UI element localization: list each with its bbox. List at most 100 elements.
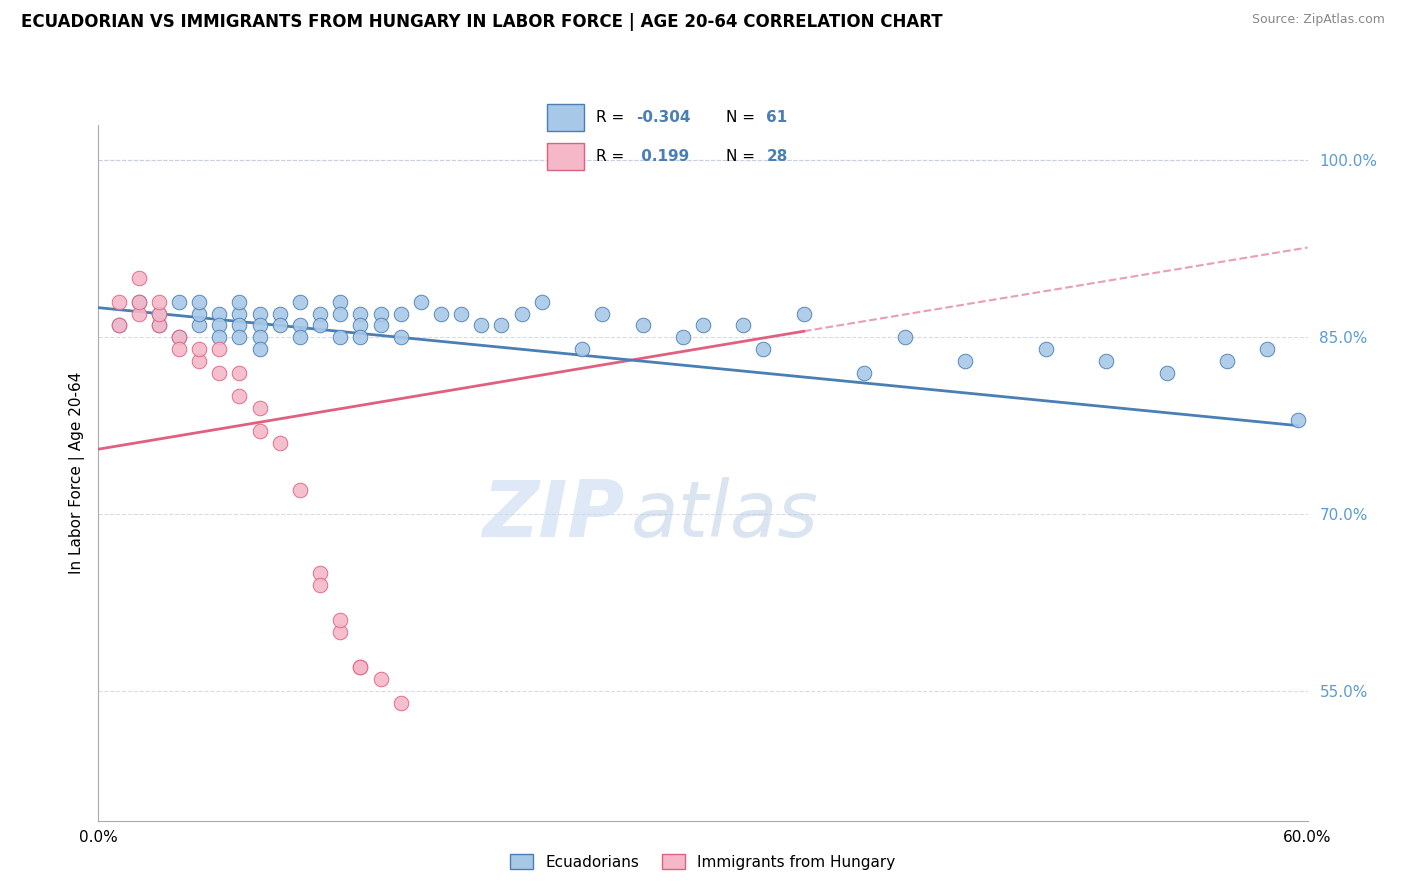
Point (370, 307, 392, 321)
Point (269, 318, 291, 333)
Text: 28: 28 (766, 149, 787, 164)
Point (349, 307, 371, 321)
Point (228, 294, 250, 309)
Point (370, 318, 392, 333)
Point (288, 330, 311, 344)
Point (167, 330, 190, 344)
Point (208, 342, 231, 356)
Text: R =: R = (596, 110, 630, 125)
Point (249, 330, 271, 344)
Point (450, 307, 472, 321)
Point (228, 318, 250, 333)
Point (953, 353, 976, 368)
Point (208, 307, 231, 321)
Point (793, 307, 815, 321)
Point (349, 318, 371, 333)
Text: R =: R = (596, 149, 630, 164)
Point (148, 307, 170, 321)
Point (329, 294, 352, 309)
Point (1035, 342, 1057, 356)
Point (269, 307, 291, 321)
Point (1156, 366, 1178, 380)
Point (288, 483, 311, 498)
Point (128, 294, 150, 309)
Point (1095, 353, 1118, 368)
Point (188, 353, 211, 368)
Point (571, 342, 593, 356)
Point (510, 307, 533, 321)
Text: N =: N = (725, 110, 759, 125)
Point (389, 307, 412, 321)
Point (148, 307, 170, 321)
Point (228, 330, 250, 344)
Text: ECUADORIAN VS IMMIGRANTS FROM HUNGARY IN LABOR FORCE | AGE 20-64 CORRELATION CHA: ECUADORIAN VS IMMIGRANTS FROM HUNGARY IN… (21, 13, 942, 31)
Point (329, 613, 352, 627)
Point (249, 318, 271, 333)
Point (853, 366, 876, 380)
Point (1286, 413, 1309, 427)
Point (167, 330, 190, 344)
Text: atlas: atlas (630, 476, 818, 552)
Point (188, 318, 211, 333)
Y-axis label: In Labor Force | Age 20-64: In Labor Force | Age 20-64 (69, 372, 84, 574)
Point (148, 318, 170, 333)
Point (309, 318, 332, 333)
Point (208, 330, 231, 344)
Point (389, 330, 412, 344)
Point (591, 307, 613, 321)
Point (167, 342, 190, 356)
Point (329, 330, 352, 344)
Point (228, 366, 250, 380)
Point (692, 318, 714, 333)
Point (167, 294, 190, 309)
Point (208, 366, 231, 380)
Point (1216, 353, 1239, 368)
Legend: Ecuadorians, Immigrants from Hungary: Ecuadorians, Immigrants from Hungary (505, 847, 901, 876)
Text: Source: ZipAtlas.com: Source: ZipAtlas.com (1251, 13, 1385, 27)
Point (128, 294, 150, 309)
Point (349, 330, 371, 344)
Point (1256, 342, 1278, 356)
Text: -0.304: -0.304 (637, 110, 690, 125)
Point (309, 578, 332, 592)
Point (309, 566, 332, 580)
Point (288, 318, 311, 333)
Point (188, 342, 211, 356)
Point (349, 660, 371, 674)
Point (249, 307, 271, 321)
Point (329, 307, 352, 321)
Point (128, 307, 150, 321)
Point (893, 330, 915, 344)
Point (107, 318, 129, 333)
Point (148, 318, 170, 333)
Bar (547, 103, 583, 131)
Point (349, 660, 371, 674)
Text: N =: N = (725, 149, 759, 164)
Point (631, 318, 654, 333)
Point (249, 401, 271, 415)
Point (107, 294, 129, 309)
Point (228, 307, 250, 321)
Point (148, 294, 170, 309)
Point (370, 672, 392, 686)
Point (208, 318, 231, 333)
Point (288, 294, 311, 309)
Point (188, 307, 211, 321)
Point (491, 318, 513, 333)
Point (228, 389, 250, 403)
Point (389, 696, 412, 710)
Point (249, 425, 271, 439)
Point (409, 294, 432, 309)
Text: ZIP: ZIP (482, 476, 624, 552)
Point (530, 294, 553, 309)
Point (249, 342, 271, 356)
Text: 61: 61 (766, 110, 787, 125)
Point (430, 307, 453, 321)
Point (470, 318, 492, 333)
Point (269, 436, 291, 450)
Bar (547, 143, 583, 169)
Point (329, 624, 352, 639)
Point (672, 330, 695, 344)
Point (128, 271, 150, 285)
Point (107, 318, 129, 333)
